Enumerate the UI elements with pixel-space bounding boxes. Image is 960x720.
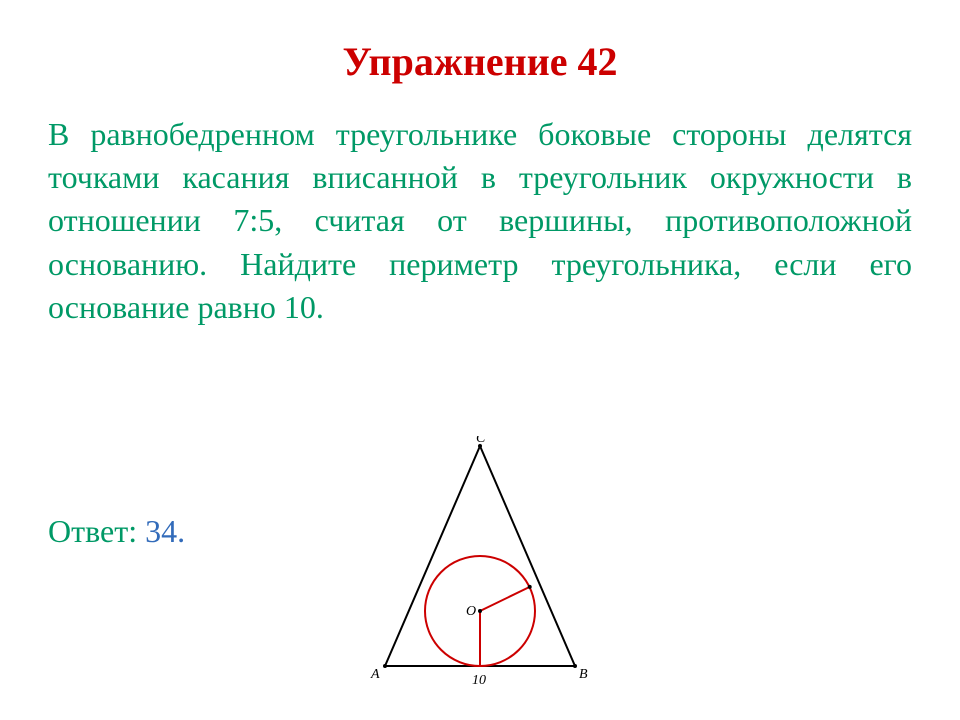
problem-text: В равнобедренном треугольнике боковые ст…: [48, 113, 912, 329]
triangle-figure: A B C O 10: [350, 436, 610, 696]
answer-value: 34.: [145, 513, 185, 549]
vertex-label-c: C: [476, 436, 486, 446]
answer-label: Ответ:: [48, 513, 145, 549]
tangent-dot: [528, 585, 532, 589]
radius-to-side: [480, 587, 530, 611]
base-length-label: 10: [472, 673, 486, 688]
vertex-label-b: B: [579, 667, 588, 682]
answer: Ответ: 34.: [48, 513, 185, 550]
vertex-dot: [383, 664, 387, 668]
vertex-label-a: A: [370, 667, 380, 682]
center-label: O: [466, 604, 476, 619]
slide: Упражнение 42 В равнобедренном треугольн…: [0, 0, 960, 720]
vertex-dot: [573, 664, 577, 668]
exercise-title: Упражнение 42: [48, 38, 912, 85]
center-dot: [478, 609, 482, 613]
triangle-svg: A B C O 10: [350, 436, 610, 696]
